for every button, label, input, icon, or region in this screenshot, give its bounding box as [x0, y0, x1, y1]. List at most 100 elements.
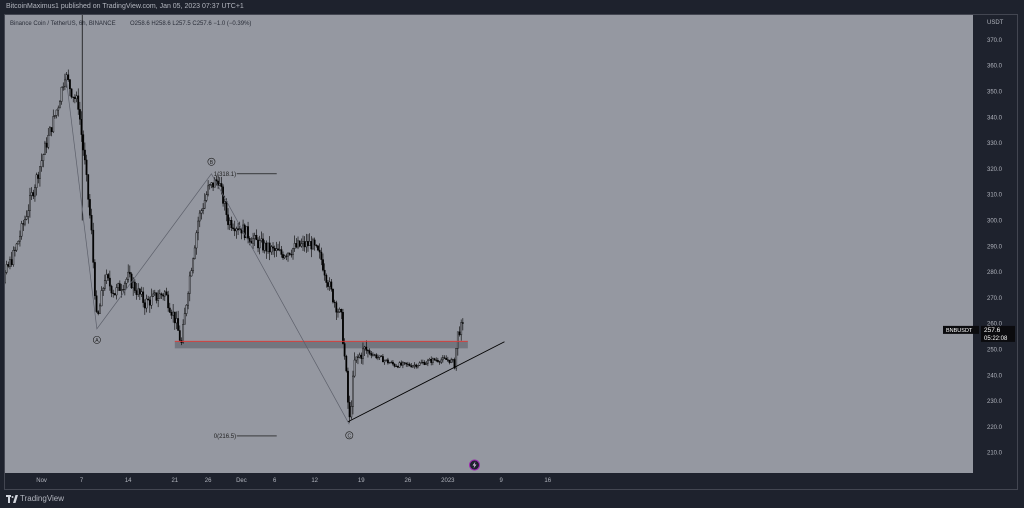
candle-body [328, 281, 331, 287]
candle-body [113, 293, 116, 296]
candle-body [97, 311, 100, 314]
y-tick-label: 220.0 [987, 425, 1003, 431]
candle-body [40, 160, 43, 168]
candle-body [115, 287, 118, 296]
candle-body [20, 223, 23, 237]
candle-body [44, 142, 46, 155]
candle-body [128, 271, 131, 275]
candle-body [7, 264, 10, 267]
candle-body [285, 255, 288, 257]
price-chart[interactable]: 1(318.1) 0(216.5) A B C 210.0 220.0 230.0 240.0… [0, 15, 1017, 489]
candle-body [162, 294, 165, 297]
candle-body [385, 359, 388, 361]
candle-body [170, 311, 173, 316]
candle-body [335, 302, 338, 313]
candle-body [120, 289, 123, 291]
candle-body [320, 251, 323, 260]
candle-body [25, 216, 28, 220]
candle-body [57, 107, 60, 111]
candle-body [378, 355, 381, 358]
candle-body [203, 200, 206, 209]
candle-body [423, 361, 426, 365]
candle-body [220, 183, 223, 188]
last-price-tag [981, 325, 1015, 342]
candle-body [310, 241, 313, 250]
candle-body [17, 240, 20, 245]
candle-body [458, 331, 461, 336]
candle-body [47, 134, 50, 148]
candle-body [277, 248, 279, 251]
candle-body [428, 359, 431, 361]
candle-body [158, 293, 161, 299]
candle-body [337, 311, 339, 313]
candle-body [307, 241, 309, 246]
candle-body [293, 243, 296, 249]
candle-body [152, 293, 155, 297]
candle-body [353, 359, 356, 377]
candle-body [402, 362, 404, 366]
candle-body [400, 362, 403, 366]
candle-body [215, 179, 218, 182]
candle-body [348, 402, 351, 418]
candle-body [253, 235, 256, 239]
ticker-label: BNBUSDT [946, 328, 973, 334]
candle-body [295, 243, 298, 248]
candle-body [77, 95, 80, 110]
candle-body [360, 354, 363, 359]
candle-body [75, 95, 78, 99]
candle-body [212, 182, 214, 188]
x-tick-label: 19 [358, 478, 365, 484]
candle-body [368, 350, 371, 354]
publisher-line: BitcoinMaximus1 published on TradingView… [0, 0, 1024, 14]
candle-body [283, 255, 286, 259]
candle-body [268, 242, 271, 253]
plot-background [5, 15, 973, 473]
candle-body [105, 274, 108, 281]
candle-body [78, 109, 81, 120]
candle-body [9, 259, 11, 267]
y-tick-label: 210.0 [987, 451, 1003, 457]
tradingview-logo-icon[interactable] [6, 495, 18, 503]
x-tick-label: 16 [544, 478, 551, 484]
candle-body [27, 210, 30, 217]
candle-body [100, 290, 103, 307]
candle-body [102, 288, 105, 291]
candle-body [233, 228, 236, 232]
candle-body [333, 301, 336, 303]
candle-body [393, 363, 396, 367]
candle-body [230, 220, 233, 229]
candle-body [232, 227, 234, 230]
candle-body [436, 359, 439, 362]
candle-body [421, 361, 424, 363]
candle-body [24, 219, 26, 225]
candle-body [62, 86, 65, 88]
candle-body [70, 88, 73, 98]
y-tick-label: 250.0 [987, 348, 1003, 354]
candle-body [305, 241, 308, 248]
candle-body [453, 359, 456, 369]
candle-body [93, 262, 96, 296]
y-tick-label: 300.0 [987, 219, 1003, 225]
candle-body [15, 243, 18, 251]
candle-body [357, 356, 359, 358]
candle-body [438, 361, 441, 363]
candle-body [420, 362, 423, 364]
candle-body [460, 322, 463, 336]
candle-body [225, 201, 228, 215]
candle-body [160, 293, 163, 296]
candle-body [39, 166, 41, 179]
last-price-label: 257.6 [984, 327, 1001, 334]
candle-body [19, 235, 21, 242]
candle-body [258, 240, 261, 249]
candle-body [323, 269, 326, 276]
candle-body [413, 364, 416, 366]
candle-body [456, 331, 459, 349]
candle-body [165, 291, 168, 296]
publisher-text: BitcoinMaximus1 published on TradingView… [6, 3, 244, 10]
candle-body [455, 348, 458, 369]
candle-body [82, 134, 85, 151]
candle-body [308, 241, 311, 246]
candle-body [280, 249, 283, 255]
candle-body [298, 240, 301, 247]
candle-body [300, 243, 303, 247]
